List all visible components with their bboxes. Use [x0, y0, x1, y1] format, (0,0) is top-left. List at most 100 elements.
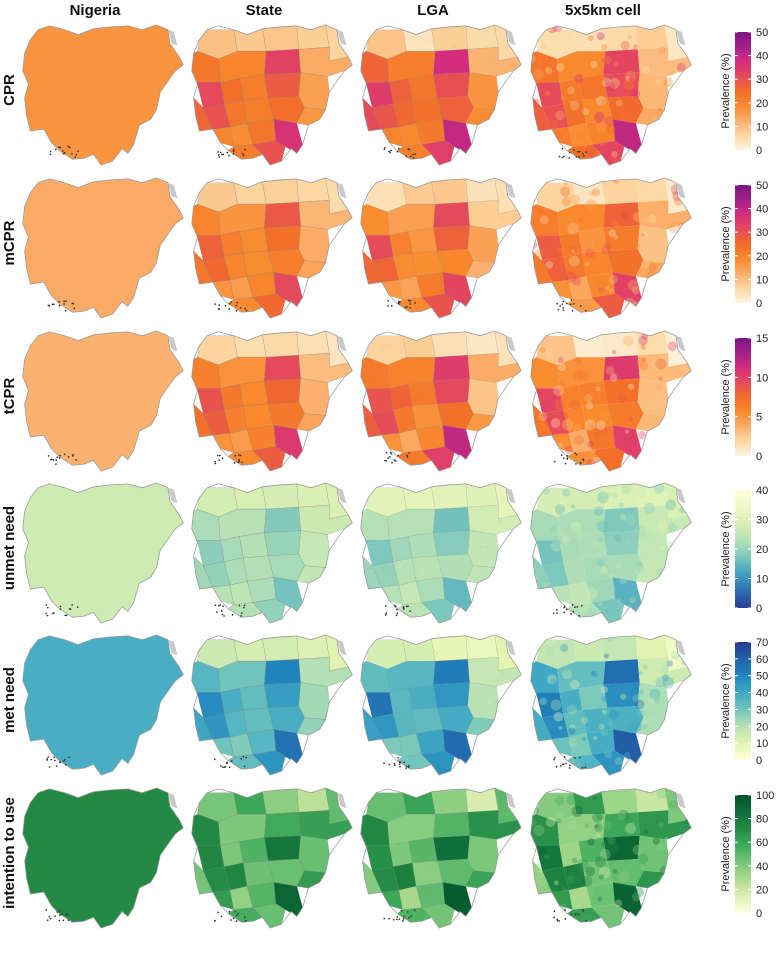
delta-speck — [243, 765, 246, 768]
cell-blob — [650, 735, 659, 744]
region-fill — [402, 181, 436, 205]
region-fill — [433, 835, 470, 862]
region-fill — [233, 181, 267, 205]
cell-blob — [659, 434, 671, 446]
lga-boundary — [421, 67, 423, 69]
legend-tick-label: 20 — [756, 98, 768, 110]
region-fill — [389, 384, 413, 410]
cell-blob — [530, 868, 534, 874]
lga-boundary — [443, 241, 446, 247]
lga-boundary — [499, 520, 502, 526]
region-fill — [433, 507, 470, 533]
lga-boundary — [467, 900, 473, 905]
delta-speck — [577, 913, 580, 916]
region-fill — [262, 331, 300, 358]
lga-boundary — [411, 99, 417, 104]
lga-boundary — [379, 832, 383, 836]
delta-speck — [49, 917, 52, 920]
cell-blob — [577, 562, 585, 570]
lga-boundary — [478, 566, 483, 569]
legend-tick-label: 20 — [756, 544, 768, 556]
cell-blob — [596, 95, 606, 106]
cell-blob — [546, 289, 557, 301]
delta-speck — [406, 305, 408, 308]
cell-blob — [594, 824, 599, 829]
cell-blob — [553, 880, 559, 886]
cell-blob — [621, 113, 627, 119]
region-fill — [296, 787, 330, 813]
lga-boundary — [468, 760, 471, 763]
lga-boundary — [417, 392, 418, 396]
delta-speck — [390, 149, 392, 152]
lga-boundary — [459, 187, 463, 193]
delta-speck — [414, 153, 416, 155]
region-fill — [433, 49, 470, 75]
national-fill — [22, 330, 184, 472]
delta-speck — [65, 300, 67, 302]
cell-blob — [681, 330, 689, 339]
lga-boundary — [390, 574, 397, 577]
cell-blob — [646, 455, 658, 467]
region-fill — [467, 657, 522, 687]
lga-boundary — [499, 136, 502, 141]
cell-blob — [594, 551, 602, 559]
cell-blob — [603, 735, 608, 740]
cell-blob — [679, 748, 684, 754]
legend-tick-label: 60 — [756, 654, 768, 666]
lake-chad-shape — [336, 639, 347, 656]
cell-blob — [557, 357, 564, 364]
cell-blob — [567, 704, 578, 715]
lga-boundary — [447, 891, 451, 896]
region-fill — [298, 810, 353, 840]
region-fill — [536, 335, 577, 365]
delta-speck — [239, 454, 242, 457]
region-fill — [637, 810, 692, 840]
region-fill — [239, 380, 269, 407]
lake-chad-shape — [167, 487, 178, 504]
region-fill — [578, 380, 608, 406]
region-fill — [433, 659, 470, 685]
map-cell — [530, 482, 692, 624]
lga-boundary — [415, 103, 419, 110]
delta-speck — [218, 156, 221, 158]
region-fill — [568, 429, 592, 453]
region-fill — [262, 25, 300, 52]
lake-chad-shape — [675, 487, 686, 504]
cell-blob — [607, 835, 616, 845]
cell-blob — [556, 728, 562, 734]
region-fill — [296, 177, 330, 203]
cell-blob — [558, 380, 567, 389]
delta-speck — [75, 459, 77, 461]
region-fill — [264, 72, 301, 99]
lga-boundary — [481, 269, 483, 276]
cell-blob — [683, 430, 692, 442]
map-lga — [360, 177, 522, 319]
cell-blob — [656, 842, 665, 851]
cell-blob — [641, 109, 648, 117]
cell-blob — [565, 271, 577, 283]
cell-blob — [580, 371, 590, 381]
lga-boundary — [502, 719, 508, 725]
lga-boundary — [379, 153, 381, 156]
lga-boundary — [429, 866, 434, 868]
cell-blob — [584, 419, 596, 431]
region-fill — [536, 792, 577, 822]
region-fill — [467, 200, 522, 230]
region-fill — [603, 72, 640, 98]
delta-speck — [391, 461, 393, 464]
cell-blob — [654, 698, 660, 704]
region-fill — [601, 635, 638, 662]
lga-boundary — [404, 227, 405, 231]
lga-boundary — [499, 819, 502, 826]
lga-boundary — [401, 794, 403, 797]
region-fill — [603, 355, 640, 381]
region-fill — [233, 334, 267, 358]
legend-title: Prevalence (%) — [720, 53, 732, 128]
cell-blob — [676, 62, 686, 72]
cell-blob — [641, 260, 650, 269]
cell-blob — [646, 559, 657, 570]
cell-blob — [615, 445, 620, 450]
cell-blob — [602, 875, 607, 880]
cell-blob — [544, 85, 550, 90]
lga-boundary — [452, 383, 455, 386]
